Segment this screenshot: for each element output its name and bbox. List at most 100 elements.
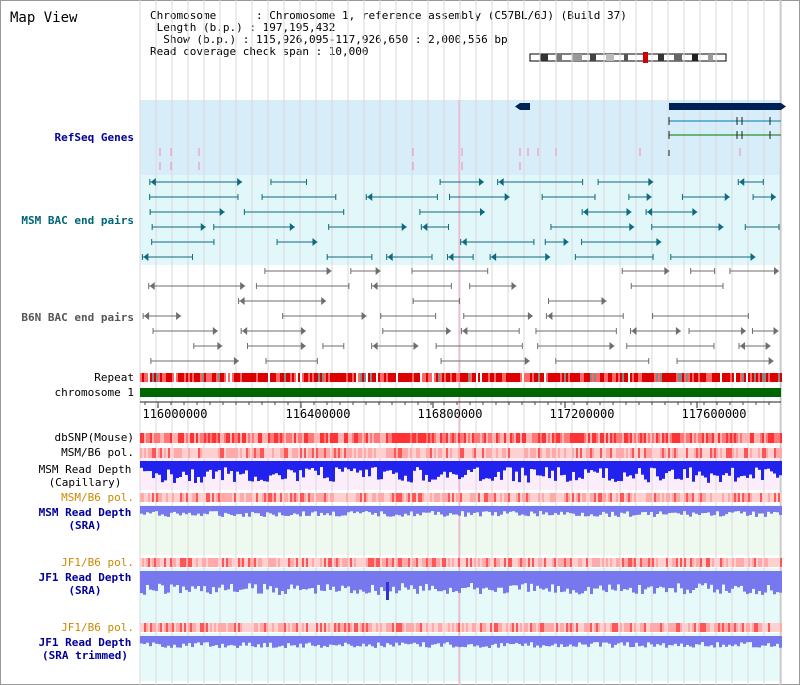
heat-mark [596, 493, 598, 502]
depth-bar [182, 571, 185, 587]
depth-bar [722, 506, 725, 516]
heat-mark [646, 623, 648, 632]
heat-mark [472, 558, 474, 567]
heat-mark [650, 558, 652, 567]
depth-bar [539, 571, 542, 589]
heat-mark [458, 558, 460, 567]
depth-bar [326, 506, 329, 514]
depth-bar [572, 461, 575, 472]
repeat-mark [340, 373, 342, 382]
depth-bar [587, 571, 590, 587]
depth-bar [749, 461, 752, 475]
heat-mark [584, 448, 586, 458]
heat-mark [256, 623, 258, 632]
depth-bar [683, 571, 686, 595]
depth-bar [323, 571, 326, 591]
depth-bar [335, 636, 338, 646]
repeat-mark [646, 373, 648, 382]
info-span: Read coverage check span : 10,000 [150, 45, 369, 58]
heat-mark [416, 433, 418, 443]
depth-bar [569, 461, 572, 481]
depth-bar [530, 571, 533, 584]
heat-mark [264, 493, 266, 502]
heat-mark [216, 558, 218, 567]
depth-bar [218, 636, 221, 648]
depth-bar [548, 506, 551, 516]
heat-mark [142, 448, 144, 458]
heat-mark [540, 558, 542, 567]
repeat-mark [336, 373, 338, 382]
heat-mark [724, 623, 726, 632]
label-msm-bac[interactable]: MSM BAC end pairs [21, 214, 134, 227]
heat-mark [720, 623, 722, 632]
depth-bar [563, 461, 566, 475]
repeat-mark [238, 373, 240, 382]
bac-end-arrow [770, 193, 776, 201]
depth-bar [305, 571, 308, 590]
heat-mark [390, 433, 392, 443]
label-refseq[interactable]: RefSeq Genes [54, 131, 134, 144]
heat-mark [758, 558, 760, 567]
heat-mark [548, 433, 550, 443]
repeat-mark [362, 373, 364, 382]
heat-mark [294, 433, 296, 443]
heat-mark [536, 493, 538, 502]
heat-mark [462, 623, 464, 632]
heat-mark [372, 448, 374, 458]
heat-mark [552, 623, 554, 632]
info-chromosome: Chromosome : Chromosome 1, reference ass… [150, 9, 627, 22]
heat-mark [304, 448, 306, 458]
heat-mark [416, 493, 418, 502]
heat-mark [734, 448, 736, 458]
chromosome-ideogram[interactable] [528, 51, 728, 65]
heat-mark [266, 433, 268, 443]
heat-mark [492, 448, 494, 458]
heat-mark [740, 433, 742, 443]
label-b6n-bac[interactable]: B6N BAC end pairs [21, 311, 134, 324]
heat-mark [310, 433, 312, 443]
depth-bar [740, 636, 743, 643]
heat-mark [312, 448, 314, 458]
heat-mark [602, 433, 604, 443]
heat-mark [694, 623, 696, 632]
depth-bar [704, 506, 707, 514]
heat-mark [292, 623, 294, 632]
depth-bar [239, 461, 242, 475]
heat-mark [222, 558, 224, 567]
heat-mark [764, 558, 766, 567]
depth-bar [350, 571, 353, 594]
heat-mark [274, 448, 276, 458]
heat-mark [338, 493, 340, 502]
depth-bar [332, 506, 335, 512]
depth-bar [308, 461, 311, 470]
heat-mark [344, 433, 346, 443]
heat-mark [638, 433, 640, 443]
heat-mark [356, 448, 358, 458]
heat-mark [574, 623, 576, 632]
depth-bar [497, 506, 500, 517]
depth-bar [695, 571, 698, 588]
heat-mark [680, 433, 682, 443]
depth-bar [680, 461, 683, 480]
heat-mark [430, 448, 432, 458]
depth-bar [680, 506, 683, 515]
depth-bar [257, 636, 260, 645]
bac-end-arrow [387, 253, 393, 261]
heat-mark [622, 558, 624, 567]
heat-mark [274, 493, 276, 502]
depth-bar [359, 506, 362, 514]
heat-mark [538, 448, 540, 458]
heat-mark [394, 558, 396, 567]
depth-bar [569, 636, 572, 645]
depth-bar [575, 506, 578, 516]
heat-mark [750, 433, 752, 443]
depth-bar [308, 636, 311, 643]
heat-mark [718, 558, 720, 567]
repeat-mark [652, 373, 654, 382]
heat-mark [546, 493, 548, 502]
heat-mark [588, 433, 590, 443]
depth-bar [776, 506, 779, 513]
heat-mark [250, 623, 252, 632]
heat-mark [242, 558, 244, 567]
